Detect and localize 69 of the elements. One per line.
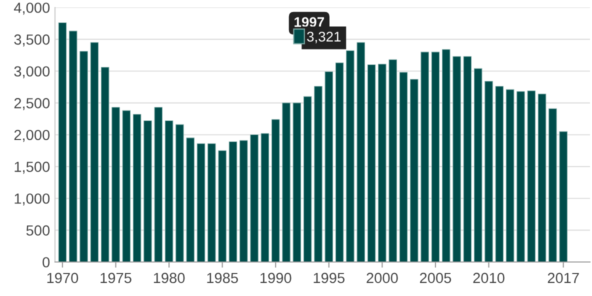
- x-tick-label: 2017: [548, 272, 579, 284]
- bar: [452, 56, 461, 262]
- bar: [164, 120, 174, 262]
- bar: [240, 140, 248, 262]
- bar: [559, 131, 568, 262]
- bar: [516, 91, 525, 262]
- bar: [196, 143, 206, 262]
- bar: [442, 49, 450, 262]
- bar: [420, 52, 429, 262]
- y-tick-label: 4,000: [14, 2, 50, 15]
- y-tick-label: 3,000: [14, 66, 50, 78]
- y-tick-label: 500: [26, 225, 50, 236]
- x-tick-label: 1985: [207, 272, 238, 284]
- bar: [335, 62, 344, 262]
- bar: [90, 42, 99, 262]
- y-tick-label: 1,500: [14, 162, 50, 174]
- bar: [399, 72, 408, 262]
- y-tick-label: 2,000: [14, 130, 50, 142]
- x-tick-label: 1970: [47, 272, 78, 284]
- x-tick-label: 2005: [420, 272, 452, 284]
- bar: [228, 141, 238, 262]
- bar: [80, 51, 88, 262]
- bar: [260, 133, 270, 262]
- bar: [271, 119, 280, 262]
- bar: [538, 94, 546, 262]
- bar: [484, 81, 493, 262]
- bar: [495, 86, 504, 262]
- bar: [218, 150, 226, 262]
- bar: [69, 30, 78, 262]
- x-tick-label: 1980: [154, 272, 185, 284]
- annotation: 1997: [294, 17, 324, 27]
- bar: [527, 90, 536, 262]
- x-tick-label: 1990: [260, 272, 292, 284]
- bar: [122, 110, 131, 262]
- y-tick-label: 2,500: [14, 98, 50, 110]
- bar: [431, 52, 440, 262]
- bar: [186, 138, 194, 262]
- x-tick-label: 2010: [473, 272, 504, 284]
- bar: [378, 64, 386, 262]
- annotation: 3,321: [307, 32, 341, 44]
- bar: [356, 42, 365, 262]
- y-tick-label: 1,000: [14, 193, 50, 206]
- bar: [112, 107, 120, 262]
- bar: [58, 22, 67, 262]
- bar: [250, 134, 258, 262]
- bar: [144, 120, 152, 262]
- bar: [208, 143, 216, 262]
- bar: [410, 79, 418, 262]
- bar: [506, 89, 514, 262]
- bar: [176, 124, 184, 262]
- bar: [548, 108, 557, 262]
- bar: [474, 68, 482, 262]
- bar: [324, 71, 334, 262]
- bar: [154, 107, 162, 262]
- bar: [346, 50, 354, 262]
- bar: [303, 96, 312, 262]
- y-tick-label: 3,500: [14, 34, 50, 46]
- bar: [388, 59, 397, 262]
- bar: [314, 86, 322, 262]
- bar: [292, 102, 302, 262]
- x-tick-label: 2000: [366, 272, 398, 284]
- bar: [132, 114, 142, 262]
- bar: [282, 102, 290, 262]
- x-tick-label: 1975: [100, 272, 132, 284]
- y-tick-label: 0: [42, 257, 50, 268]
- x-tick-label: 1995: [314, 272, 345, 284]
- bar: [463, 56, 472, 262]
- bar: [100, 67, 110, 262]
- bar: [367, 64, 376, 262]
